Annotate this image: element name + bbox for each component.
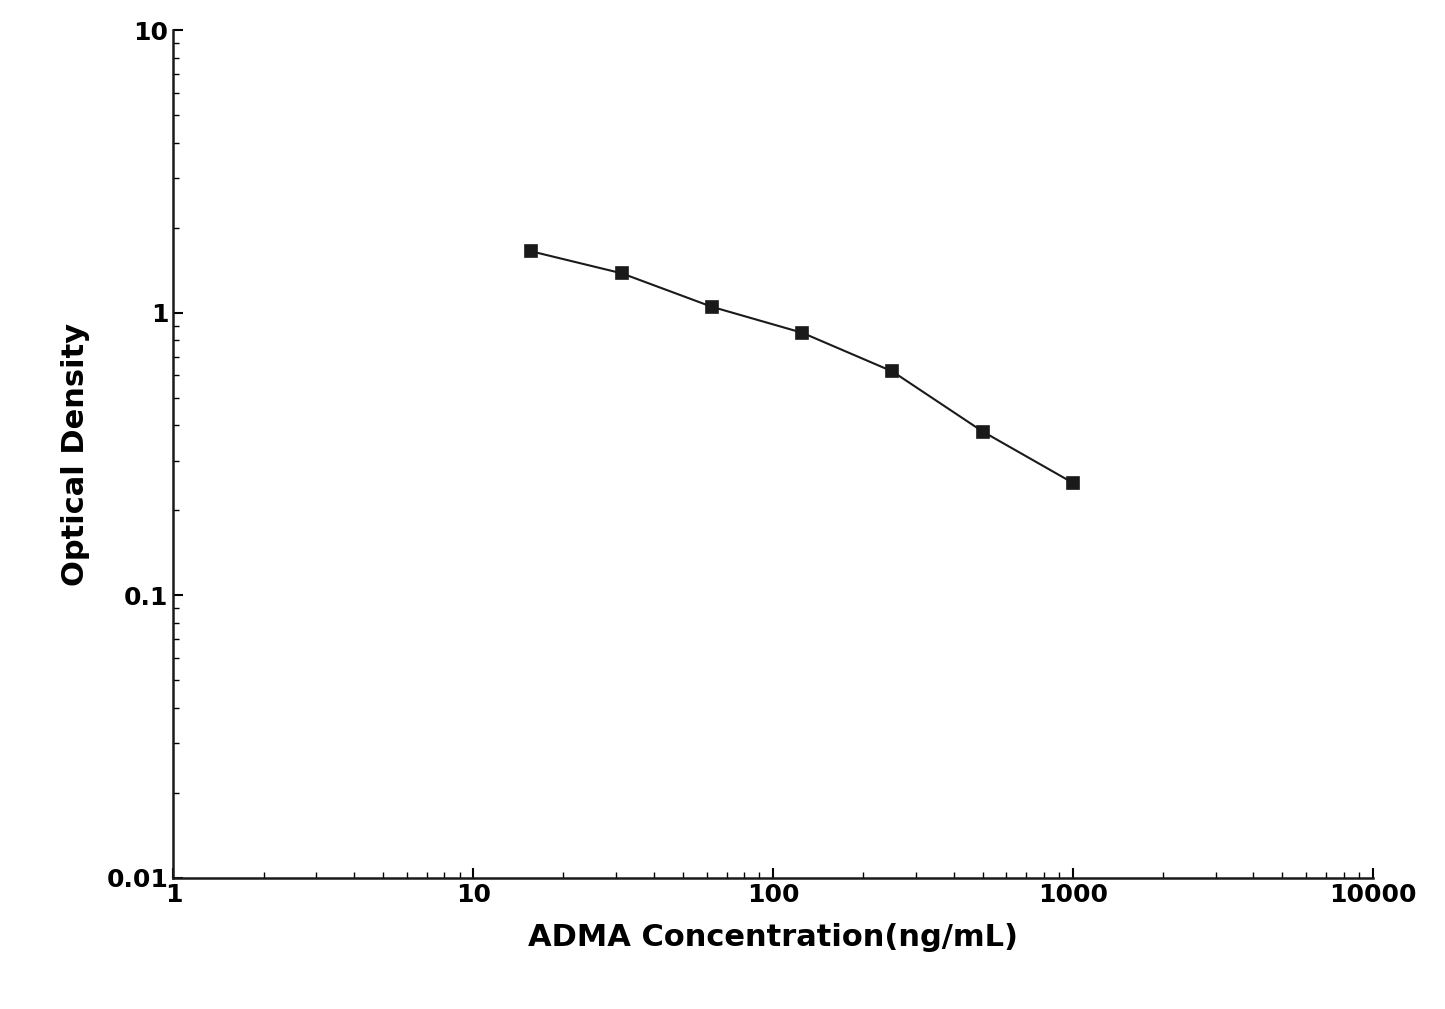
Y-axis label: Optical Density: Optical Density (61, 323, 90, 585)
X-axis label: ADMA Concentration(ng/mL): ADMA Concentration(ng/mL) (527, 923, 1019, 952)
